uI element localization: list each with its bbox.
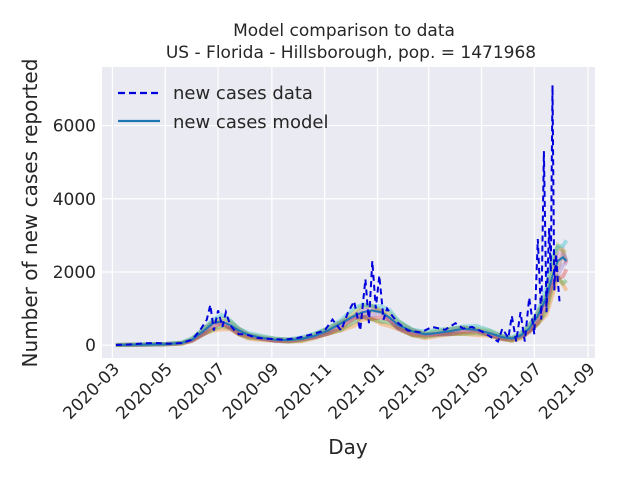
x-tick-label-4: 2020-11 (272, 359, 336, 423)
y-tick-label-1: 2000 (53, 263, 96, 283)
data-series (115, 85, 561, 346)
model-series (115, 255, 568, 346)
x-tick-label-1: 2020-05 (112, 359, 176, 423)
chart-title: Model comparison to data (233, 21, 455, 41)
series-line-model (115, 255, 568, 346)
plot-area (102, 67, 595, 358)
y-axis-label: Number of new cases reported (18, 59, 42, 368)
x-tick-label-0: 2020-03 (60, 359, 124, 423)
chart-subtitle: US - Florida - Hillsborough, pop. = 1471… (166, 43, 536, 63)
y-tick-label-0: 0 (85, 336, 96, 356)
legend: new cases data new cases model (118, 83, 328, 133)
x-tick-label-7: 2021-05 (429, 359, 493, 423)
x-axis-label: Day (328, 435, 368, 459)
x-tick-label-6: 2021-03 (376, 359, 440, 423)
ensemble-line-1 (115, 273, 568, 347)
legend-label-model: new cases model (173, 112, 328, 133)
ensemble-line-0 (115, 273, 569, 348)
y-tick-label-3: 6000 (53, 117, 96, 137)
ensemble-line-2 (115, 268, 569, 347)
x-tick-label-9: 2021-09 (535, 359, 599, 423)
y-tick-label-2: 4000 (53, 190, 96, 210)
x-tick-label-3: 2020-09 (219, 359, 283, 423)
x-tick-label-2: 2020-07 (165, 359, 229, 423)
y-axis-ticks: 0 2000 4000 6000 (53, 117, 96, 357)
x-tick-label-8: 2021-07 (482, 359, 546, 423)
series-line-data (115, 85, 561, 346)
grid-lines (102, 67, 595, 358)
legend-label-data: new cases data (173, 83, 313, 104)
